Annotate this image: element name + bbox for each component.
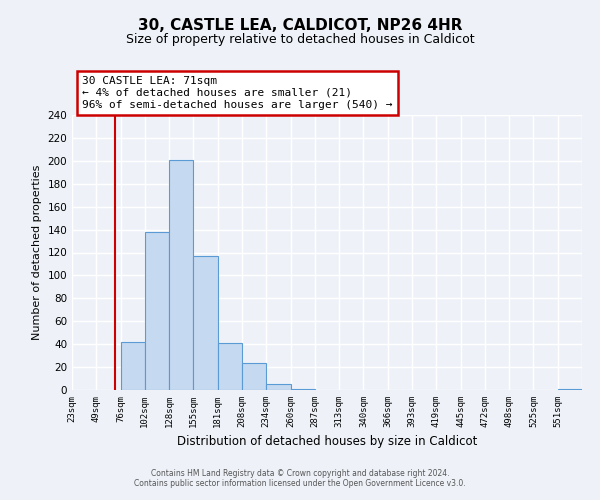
Text: 30 CASTLE LEA: 71sqm
← 4% of detached houses are smaller (21)
96% of semi-detach: 30 CASTLE LEA: 71sqm ← 4% of detached ho… <box>82 76 392 110</box>
Text: 30, CASTLE LEA, CALDICOT, NP26 4HR: 30, CASTLE LEA, CALDICOT, NP26 4HR <box>138 18 462 32</box>
Bar <box>218 343 242 390</box>
Bar <box>121 342 145 390</box>
Bar <box>145 232 169 390</box>
Bar <box>193 256 218 390</box>
Bar <box>558 389 582 390</box>
Text: Size of property relative to detached houses in Caldicot: Size of property relative to detached ho… <box>125 32 475 46</box>
Y-axis label: Number of detached properties: Number of detached properties <box>32 165 42 340</box>
Bar <box>290 389 315 390</box>
Bar <box>169 160 193 390</box>
Text: Contains public sector information licensed under the Open Government Licence v3: Contains public sector information licen… <box>134 478 466 488</box>
Bar <box>266 384 290 390</box>
Text: Contains HM Land Registry data © Crown copyright and database right 2024.: Contains HM Land Registry data © Crown c… <box>151 468 449 477</box>
Bar <box>242 362 266 390</box>
X-axis label: Distribution of detached houses by size in Caldicot: Distribution of detached houses by size … <box>177 436 477 448</box>
